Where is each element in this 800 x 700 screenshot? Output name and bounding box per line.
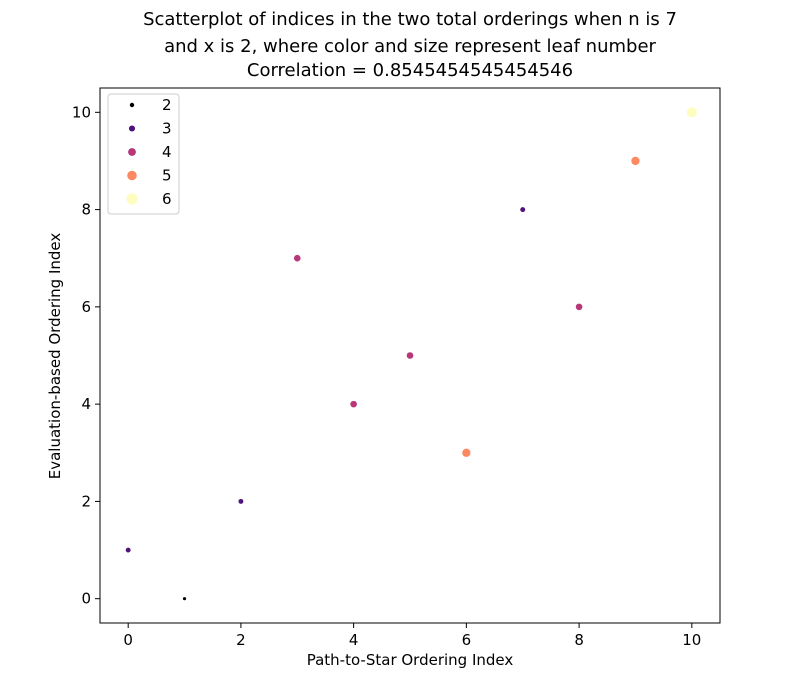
data-point [182,597,187,601]
legend-label: 6 [162,190,172,208]
legend-marker [127,170,137,181]
x-axis-ticks: 0 2 4 6 8 10 [123,623,701,649]
data-point [125,547,131,553]
data-point [238,498,244,504]
legend-label: 5 [162,167,172,185]
x-tick-label: 0 [123,631,133,649]
data-point [575,303,583,311]
y-tick-label: 10 [72,103,91,121]
y-tick-label: 6 [81,298,91,316]
chart-title-line-2: and x is 2, where color and size represe… [164,36,656,57]
legend-marker [128,148,136,156]
legend-entries: 2 3 4 5 6 [126,96,172,208]
data-point [631,156,640,166]
legend-label: 4 [162,143,172,161]
data-point [350,400,357,408]
legend-marker [128,125,136,132]
legend-marker [129,102,135,108]
legend-box [107,93,180,215]
y-axis-label: Evaluation-based Ordering Index [46,233,64,480]
chart-title-line-1: Scatterplot of indices in the two total … [143,9,677,30]
data-point [406,352,414,359]
x-tick-label: 4 [349,631,359,649]
y-tick-label: 8 [81,201,91,219]
data-point [293,254,301,262]
legend-label: 2 [162,96,172,114]
chart-title-line-3: Correlation = 0.8545454545454546 [247,60,573,81]
legend: 2 3 4 5 6 [107,93,180,215]
legend-marker [126,193,138,205]
data-point [686,107,697,118]
data-point [520,207,526,213]
y-axis-ticks: 0 2 4 6 8 10 [72,103,100,608]
x-tick-label: 8 [574,631,584,649]
x-axis-label: Path-to-Star Ordering Index [307,651,514,669]
legend-label: 3 [162,120,172,138]
y-tick-label: 0 [81,590,91,608]
data-point [462,448,471,457]
x-tick-label: 2 [236,631,246,649]
y-tick-label: 2 [81,492,91,510]
y-tick-label: 4 [81,395,91,413]
data-points [125,107,697,601]
plot-area [99,87,721,624]
x-tick-label: 10 [682,631,701,649]
chart-title: Scatterplot of indices in the two total … [143,9,677,81]
x-tick-label: 6 [462,631,472,649]
